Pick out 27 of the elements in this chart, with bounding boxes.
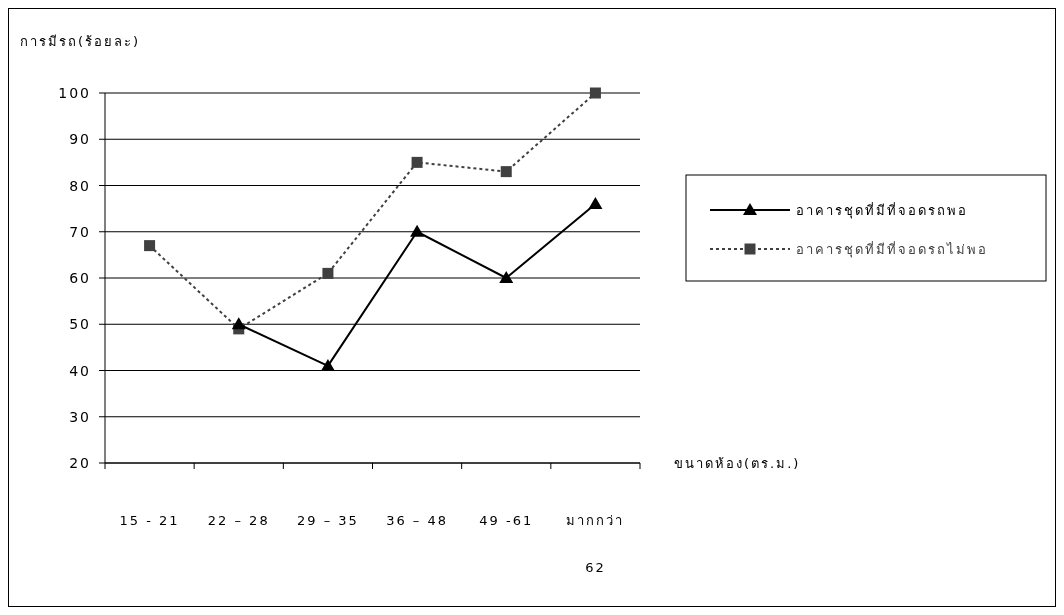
point [320, 358, 335, 371]
point [499, 271, 514, 283]
point [322, 267, 334, 279]
point [589, 87, 601, 99]
category-label: มากกว่า 62 [566, 513, 625, 575]
y-tick-label: 80 [69, 177, 91, 194]
y-tick-label: 60 [69, 270, 91, 286]
point [144, 240, 156, 252]
y-tick-label: 20 [69, 455, 91, 471]
x-tick-label: 29 – 35 [296, 513, 359, 528]
point [410, 224, 425, 237]
y-tick-label: 30 [69, 408, 91, 425]
y-tick-label: 40 [69, 362, 91, 379]
point [411, 156, 423, 168]
x-tick-label: 15 - 21 [119, 513, 180, 528]
x-tick-label: 36 – 48 [386, 513, 449, 528]
y-tick-label: 90 [69, 131, 91, 148]
x-tick-label: 22 – 28 [207, 513, 270, 528]
y-tick-label: 70 [69, 223, 91, 240]
point [231, 317, 246, 330]
point [500, 166, 512, 178]
y-tick-label: 100 [58, 85, 91, 101]
x-tick-label: 49 -61 [479, 513, 534, 528]
y-tick-label: 50 [69, 316, 91, 333]
y-axis-title: การมีรถ(ร้อยละ) [20, 34, 141, 49]
point [588, 197, 603, 209]
x-axis-title: ขนาดห้อง(ตร.ม.) [674, 456, 801, 471]
